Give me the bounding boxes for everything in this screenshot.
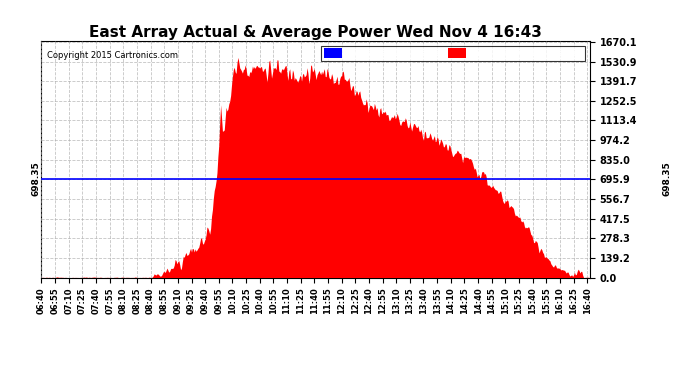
Text: 698.35: 698.35 (32, 162, 41, 196)
Text: Copyright 2015 Cartronics.com: Copyright 2015 Cartronics.com (47, 51, 178, 60)
Text: 698.35: 698.35 (662, 162, 671, 196)
Title: East Array Actual & Average Power Wed Nov 4 16:43: East Array Actual & Average Power Wed No… (89, 25, 542, 40)
Legend: Average (DC Watts), East Array  (DC Watts): Average (DC Watts), East Array (DC Watts… (322, 46, 585, 61)
